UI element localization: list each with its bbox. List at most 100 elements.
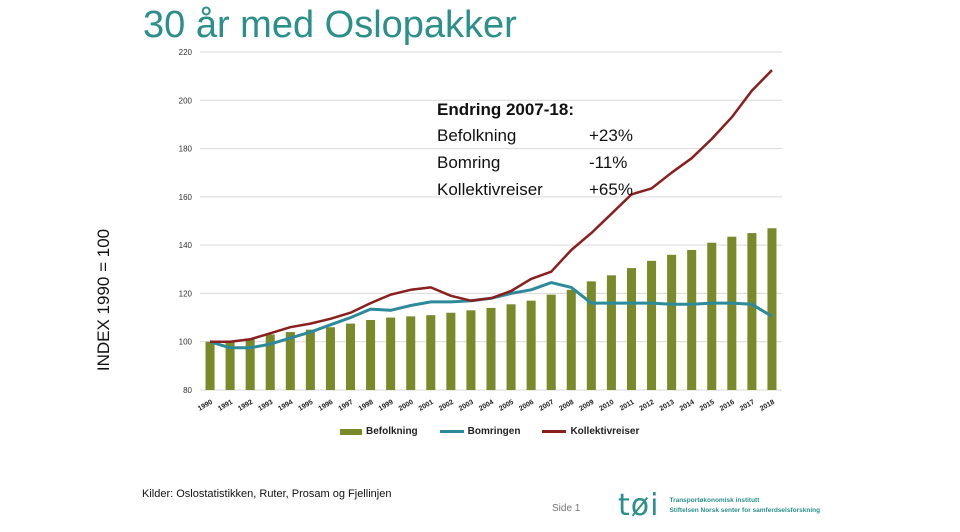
bar-befolkning [566,289,576,390]
line-kollektivreiser [210,69,773,343]
y-tick-label: 140 [179,241,193,250]
y-axis-label: INDEX 1990 = 100 [94,228,113,372]
logo-line-1: Transportøkonomisk institutt [669,496,760,504]
x-tick-label: 2012 [639,399,656,413]
callout-row-kollektivreiser: Kollektivreiser +65% [437,176,633,203]
bar-befolkning [606,275,616,390]
callout-value: +23% [589,125,633,145]
bar-befolkning [647,260,657,390]
x-tick-label: 2010 [598,399,615,413]
chart-legend: Befolkning Bomringen Kollektivreiser [340,426,661,437]
y-tick-label: 80 [183,386,192,395]
bar-befolkning [667,254,677,390]
y-tick-label: 120 [179,289,193,298]
x-tick-label: 2014 [679,399,696,413]
x-tick-labels: 1990 1991 1992 1993 1994 1995 1996 1997 1998 1999… [197,399,776,413]
bar-befolkning [325,327,335,390]
x-tick-label: 2017 [739,399,756,413]
legend-label: Befolkning [366,426,418,437]
x-tick-label: 2006 [518,399,535,413]
legend-label: Bomringen [467,426,521,437]
x-tick-label: 1998 [358,399,375,413]
x-tick-label: 1993 [257,399,274,413]
legend-swatch-line [439,430,464,433]
x-tick-label: 1996 [317,399,334,413]
bar-befolkning [265,334,275,390]
logo-line-2: Stiftelsen Norsk senter for samferdselsf… [669,506,821,514]
x-tick-label: 2009 [578,399,595,413]
x-tick-label: 1999 [378,399,395,413]
x-tick-label: 1994 [277,399,294,413]
callout-label: Bomring [437,152,501,172]
logo-mark: tøi [618,488,660,523]
callout-value: +65% [589,179,633,199]
x-tick-label: 1990 [197,399,214,413]
x-tick-label: 2003 [458,399,475,413]
callout-label: Befolkning [437,125,517,145]
bar-befolkning [346,323,356,390]
legend-item-bomringen: Bomringen [439,426,521,437]
bar-befolkning [747,233,757,390]
x-tick-label: 2013 [659,399,676,413]
x-tick-label: 2015 [699,399,716,413]
bar-befolkning [486,307,496,390]
bar-befolkning [546,294,556,390]
x-tick-label: 2002 [438,399,455,413]
legend-item-kollektivreiser: Kollektivreiser [542,426,639,437]
bar-befolkning [466,310,476,390]
legend-label: Kollektivreiser [570,426,640,437]
page-number: Side 1 [552,503,581,514]
bar-befolkning [225,341,235,390]
legend-item-befolkning: Befolkning [340,426,418,437]
x-tick-label: 1997 [338,399,355,413]
legend-swatch-line [542,430,567,433]
x-tick-label: 2011 [619,399,636,413]
bar-befolkning [426,315,436,390]
bar-befolkning [626,268,636,390]
x-tick-label: 2004 [478,399,495,413]
change-callout: Endring 2007-18: Befolkning +23% Bomring… [437,100,633,203]
bar-befolkning [205,341,215,390]
bar-befolkning [386,317,396,390]
callout-value: -11% [589,152,628,172]
bar-befolkning [707,242,717,390]
x-tick-label: 2016 [719,399,736,413]
bar-befolkning [446,312,456,390]
bar-befolkning [586,281,596,390]
bar-befolkning [305,329,315,390]
y-tick-label: 220 [179,48,193,57]
bar-befolkning [727,236,737,390]
bar-befolkning [406,316,416,390]
y-tick-label: 180 [179,145,193,154]
page-title: 30 år med Oslopakker [143,4,517,46]
bar-befolkning [526,300,536,390]
x-tick-label: 2005 [498,399,515,413]
toi-logo: tøi Transportøkonomisk institutt Stiftel… [618,488,820,523]
x-tick-label: 2007 [538,399,555,413]
callout-row-bomring: Bomring -11% [437,149,633,176]
y-tick-label: 200 [179,96,193,105]
x-tick-label: 2018 [759,399,776,413]
x-tick-label: 2001 [418,399,435,413]
befolkning-bars [205,228,777,390]
x-tick-label: 1991 [217,399,234,413]
bar-befolkning [285,332,295,390]
callout-row-befolkning: Befolkning +23% [437,122,633,149]
bar-befolkning [506,304,516,390]
bar-befolkning [245,339,255,390]
x-tick-label: 1995 [297,399,314,413]
chart-lines [209,69,773,350]
bar-befolkning [366,319,376,390]
x-tick-label: 2008 [558,399,575,413]
legend-swatch-bar [340,428,362,435]
bar-befolkning [687,249,697,390]
callout-heading: Endring 2007-18: [437,100,574,119]
y-tick-label: 100 [179,338,193,347]
logo-text: Transportøkonomisk institutt Stiftelsen … [669,496,820,516]
sources-note: Kilder: Oslostatistikken, Ruter, Prosam … [142,488,392,500]
bar-befolkning [767,228,777,390]
y-tick-label: 160 [179,193,193,202]
x-tick-label: 1992 [237,399,254,413]
y-tick-labels: 80 100 120 140 160 180 200 220 [179,48,193,395]
